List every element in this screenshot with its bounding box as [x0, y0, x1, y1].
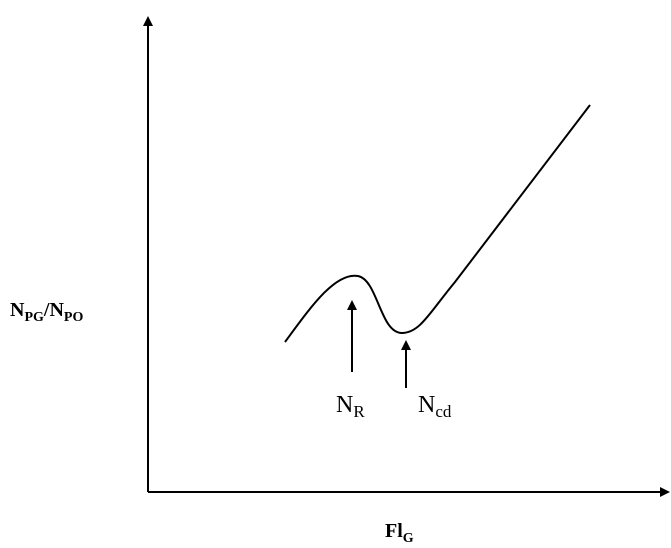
label-sub: R [353, 402, 365, 421]
label-sub: cd [435, 402, 452, 421]
label-sub: G [403, 531, 414, 546]
label-part: N [336, 392, 353, 418]
marker-label: NR [336, 392, 365, 421]
label-part: N [418, 392, 435, 418]
x-axis-label: FlG [385, 520, 414, 546]
label-part: Fl [385, 520, 403, 542]
marker-label: Ncd [418, 392, 452, 421]
y-axis-label: NPG/NPO [10, 299, 83, 325]
label-part: /N [43, 299, 65, 321]
curve [284, 104, 591, 343]
label-sub: PO [64, 310, 84, 325]
label-part: N [10, 299, 25, 321]
label-sub: PG [24, 310, 44, 325]
